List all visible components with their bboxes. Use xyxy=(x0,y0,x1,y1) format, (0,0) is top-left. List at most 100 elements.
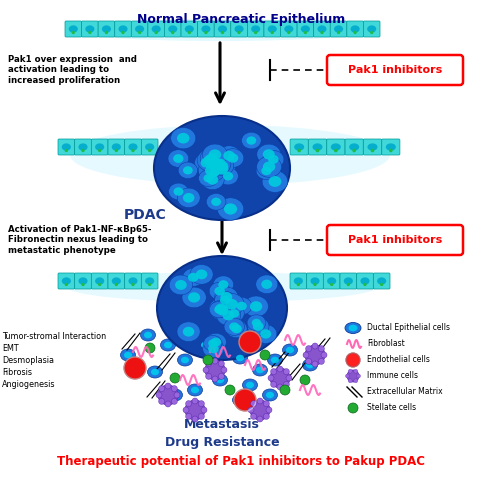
FancyBboxPatch shape xyxy=(340,273,356,289)
Circle shape xyxy=(185,400,192,406)
Ellipse shape xyxy=(235,26,243,32)
Ellipse shape xyxy=(246,136,256,144)
Circle shape xyxy=(131,283,135,286)
Ellipse shape xyxy=(62,278,71,284)
Ellipse shape xyxy=(135,26,144,32)
Ellipse shape xyxy=(268,354,283,366)
Ellipse shape xyxy=(237,302,247,310)
Circle shape xyxy=(312,343,318,349)
FancyBboxPatch shape xyxy=(290,273,307,289)
FancyBboxPatch shape xyxy=(264,21,281,37)
Ellipse shape xyxy=(286,347,294,353)
Ellipse shape xyxy=(211,158,224,170)
Ellipse shape xyxy=(200,148,224,168)
Ellipse shape xyxy=(269,176,282,187)
FancyBboxPatch shape xyxy=(347,21,363,37)
Ellipse shape xyxy=(345,322,361,334)
Ellipse shape xyxy=(255,324,277,344)
Circle shape xyxy=(199,414,204,420)
Circle shape xyxy=(306,346,312,352)
Ellipse shape xyxy=(173,154,184,163)
Ellipse shape xyxy=(377,278,386,284)
Ellipse shape xyxy=(95,278,104,284)
Ellipse shape xyxy=(151,369,159,375)
Ellipse shape xyxy=(262,170,288,192)
Circle shape xyxy=(239,331,261,353)
FancyBboxPatch shape xyxy=(58,273,75,289)
Ellipse shape xyxy=(209,150,221,160)
Ellipse shape xyxy=(205,333,227,351)
Circle shape xyxy=(158,385,178,405)
Ellipse shape xyxy=(206,154,218,164)
Ellipse shape xyxy=(201,170,224,190)
Ellipse shape xyxy=(260,329,271,338)
Circle shape xyxy=(124,357,146,379)
Circle shape xyxy=(148,149,151,152)
Text: Stellate cells: Stellate cells xyxy=(367,404,416,412)
Ellipse shape xyxy=(253,364,268,376)
Ellipse shape xyxy=(210,300,230,318)
Circle shape xyxy=(131,149,135,152)
Circle shape xyxy=(204,31,208,34)
Circle shape xyxy=(212,376,218,382)
Ellipse shape xyxy=(246,382,254,388)
Ellipse shape xyxy=(204,156,227,176)
Ellipse shape xyxy=(334,26,343,32)
Circle shape xyxy=(304,31,307,34)
Circle shape xyxy=(183,407,189,413)
Ellipse shape xyxy=(368,144,378,150)
Circle shape xyxy=(354,31,357,34)
Ellipse shape xyxy=(331,144,341,150)
Circle shape xyxy=(218,374,225,380)
Ellipse shape xyxy=(344,278,353,284)
Ellipse shape xyxy=(327,278,336,284)
Circle shape xyxy=(348,379,352,383)
Text: Metastasis
Drug Resistance: Metastasis Drug Resistance xyxy=(165,418,279,449)
Ellipse shape xyxy=(219,294,244,315)
Circle shape xyxy=(347,370,359,382)
Ellipse shape xyxy=(220,296,230,304)
FancyBboxPatch shape xyxy=(91,139,108,155)
FancyBboxPatch shape xyxy=(309,139,327,155)
Ellipse shape xyxy=(218,26,227,32)
Ellipse shape xyxy=(283,344,298,356)
Ellipse shape xyxy=(211,198,221,206)
Ellipse shape xyxy=(145,144,154,150)
Circle shape xyxy=(174,392,180,398)
Circle shape xyxy=(171,386,177,392)
Ellipse shape xyxy=(349,325,357,331)
Ellipse shape xyxy=(263,162,275,172)
Circle shape xyxy=(185,400,205,420)
Ellipse shape xyxy=(208,344,219,353)
FancyBboxPatch shape xyxy=(363,139,382,155)
Text: Pak1 over expression  and
activation leading to
increased proliferation: Pak1 over expression and activation lead… xyxy=(8,55,137,85)
Ellipse shape xyxy=(256,162,277,180)
Ellipse shape xyxy=(247,318,269,336)
Circle shape xyxy=(206,374,212,380)
Circle shape xyxy=(170,373,180,383)
Circle shape xyxy=(268,375,274,381)
Ellipse shape xyxy=(351,26,360,32)
Ellipse shape xyxy=(317,26,327,32)
Ellipse shape xyxy=(224,318,244,336)
Circle shape xyxy=(330,283,333,286)
Ellipse shape xyxy=(302,359,317,371)
Circle shape xyxy=(148,283,151,286)
Circle shape xyxy=(121,31,125,34)
Circle shape xyxy=(354,379,358,383)
Circle shape xyxy=(270,368,277,374)
Ellipse shape xyxy=(168,150,189,168)
Text: Therapeutic potential of Pak1 inhibitors to Pakup PDAC: Therapeutic potential of Pak1 inhibitors… xyxy=(57,455,425,468)
Ellipse shape xyxy=(183,166,193,174)
Ellipse shape xyxy=(252,319,261,326)
Circle shape xyxy=(221,367,227,373)
Circle shape xyxy=(348,403,358,413)
Circle shape xyxy=(300,375,310,385)
FancyBboxPatch shape xyxy=(65,21,82,37)
Circle shape xyxy=(165,383,171,389)
FancyBboxPatch shape xyxy=(142,139,158,155)
Ellipse shape xyxy=(217,146,241,166)
Ellipse shape xyxy=(205,153,231,175)
Ellipse shape xyxy=(301,26,310,32)
FancyBboxPatch shape xyxy=(373,273,390,289)
